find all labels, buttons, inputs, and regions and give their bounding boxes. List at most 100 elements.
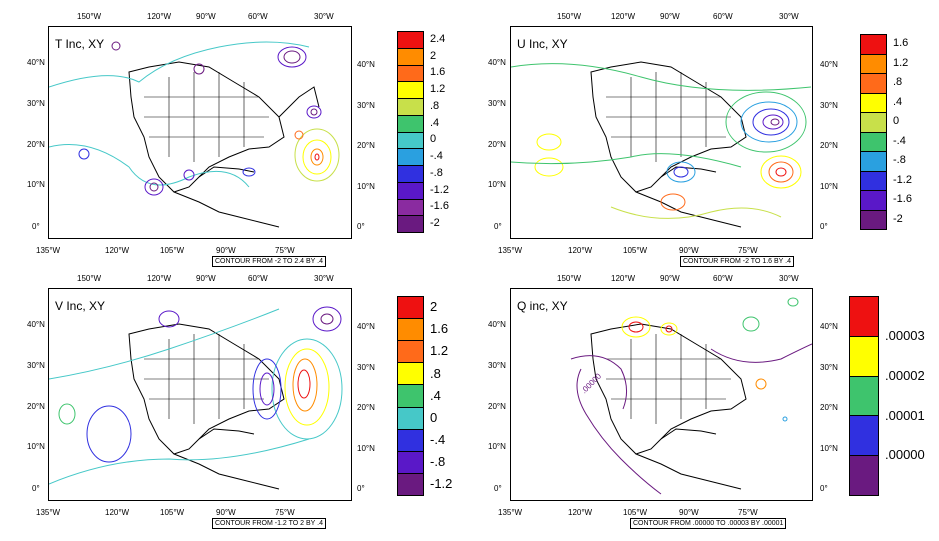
bottom-lon-label: 105°W bbox=[160, 246, 185, 255]
colorbar-label: -1.2 bbox=[893, 173, 912, 186]
lat-label: 30°N bbox=[488, 99, 506, 108]
colorbar-label: -.4 bbox=[430, 150, 443, 163]
colorbar-swatch bbox=[397, 181, 424, 200]
colorbar-swatch bbox=[397, 31, 424, 49]
top-lon-label: 150°W bbox=[77, 274, 102, 283]
panel-title: U Inc, XY bbox=[517, 37, 568, 51]
contour-note: CONTOUR FROM -1.2 TO 2 BY .4 bbox=[212, 518, 327, 529]
top-lon-label: 90°W bbox=[660, 12, 680, 21]
right-lat-label: 40°N bbox=[357, 322, 375, 331]
top-lon-label: 60°W bbox=[248, 12, 268, 21]
map-plot-q: Q inc, XY .00000 bbox=[510, 288, 813, 501]
colorbar-label: -.8 bbox=[430, 166, 443, 179]
right-lat-label: 30°N bbox=[357, 363, 375, 372]
lat-label: 10°N bbox=[488, 180, 506, 189]
colorbar-swatch bbox=[397, 215, 424, 233]
colorbar-swatch bbox=[860, 151, 887, 172]
colorbar-label: 2.4 bbox=[430, 32, 446, 45]
top-lon-label: 150°W bbox=[557, 274, 582, 283]
right-lat-label: 10°N bbox=[820, 182, 838, 191]
colorbar-swatch bbox=[397, 114, 424, 133]
top-lon-label: 90°W bbox=[196, 274, 216, 283]
colorbar-swatch bbox=[849, 455, 879, 496]
right-lat-label: 30°N bbox=[820, 363, 838, 372]
lat-label: 30°N bbox=[27, 99, 45, 108]
right-lat-label: 40°N bbox=[820, 322, 838, 331]
bottom-lon-label: 90°W bbox=[216, 508, 236, 517]
lat-label: 30°N bbox=[27, 361, 45, 370]
lat-label: 40°N bbox=[27, 58, 45, 67]
colorbar-swatch bbox=[397, 198, 424, 217]
top-lon-label: 120°W bbox=[147, 12, 172, 21]
colorbar-label: .8 bbox=[430, 365, 441, 381]
bottom-lon-label: 120°W bbox=[105, 246, 130, 255]
colorbar-label: .4 bbox=[430, 116, 440, 129]
top-lon-label: 30°W bbox=[779, 274, 799, 283]
colorbar-swatch bbox=[849, 415, 879, 457]
lat-label: 10°N bbox=[27, 180, 45, 189]
bottom-lon-label: 75°W bbox=[275, 246, 295, 255]
lat-label: 0° bbox=[32, 484, 40, 493]
colorbar-swatch bbox=[397, 362, 424, 386]
colorbar-label: .4 bbox=[893, 95, 903, 108]
colorbar-label: -.8 bbox=[893, 154, 906, 167]
lat-label: 10°N bbox=[488, 442, 506, 451]
right-lat-label: 20°N bbox=[357, 403, 375, 412]
colorbar-label: -.4 bbox=[430, 431, 446, 447]
colorbar-label: .00003 bbox=[885, 328, 925, 343]
colorbar: 2.4 2 1.6 1.2 .8 .4 0 -.4 -.8 -1.2 -1.6 -2 bbox=[397, 31, 449, 233]
colorbar-label: 0 bbox=[893, 115, 900, 128]
bottom-lon-label: 75°W bbox=[738, 246, 758, 255]
lat-label: 20°N bbox=[488, 402, 506, 411]
right-lat-label: 0° bbox=[357, 484, 365, 493]
colorbar-swatch bbox=[860, 131, 887, 152]
colorbar-swatch bbox=[860, 170, 887, 191]
lat-label: 0° bbox=[494, 484, 502, 493]
bottom-lon-label: 135°W bbox=[36, 246, 61, 255]
colorbar-swatch bbox=[397, 318, 424, 342]
colorbar-swatch bbox=[860, 92, 887, 113]
colorbar-swatch bbox=[860, 53, 887, 74]
right-lat-label: 10°N bbox=[357, 444, 375, 453]
map-plot-v: V Inc, XY bbox=[48, 288, 352, 501]
colorbar-label: -1.2 bbox=[430, 183, 449, 196]
colorbar-swatch bbox=[860, 209, 887, 230]
colorbar-swatch bbox=[849, 375, 879, 417]
bottom-lon-label: 120°W bbox=[105, 508, 130, 517]
colorbar-label: 0 bbox=[430, 133, 437, 146]
colorbar-label: -1.6 bbox=[893, 193, 912, 206]
colorbar-label: -2 bbox=[893, 212, 903, 225]
contour-note: CONTOUR FROM -2 TO 1.6 BY .4 bbox=[680, 256, 795, 267]
colorbar-swatch bbox=[397, 47, 424, 66]
right-lat-label: 0° bbox=[820, 222, 828, 231]
right-lat-label: 30°N bbox=[820, 101, 838, 110]
colorbar-label: 2 bbox=[430, 49, 437, 62]
top-lon-label: 120°W bbox=[611, 12, 636, 21]
panel-title: V Inc, XY bbox=[55, 299, 106, 313]
top-lon-label: 150°W bbox=[557, 12, 582, 21]
colorbar-label: .4 bbox=[430, 387, 441, 403]
colorbar-swatch bbox=[397, 384, 424, 408]
top-lon-label: 120°W bbox=[611, 274, 636, 283]
colorbar-swatch bbox=[397, 64, 424, 83]
lat-label: 40°N bbox=[27, 320, 45, 329]
colorbar-swatch bbox=[397, 296, 424, 320]
right-lat-label: 20°N bbox=[820, 403, 838, 412]
colorbar-label: -.8 bbox=[430, 454, 446, 470]
contour-map-v bbox=[49, 306, 343, 490]
bottom-lon-label: 105°W bbox=[623, 246, 648, 255]
map-plot-t: T Inc, XY bbox=[48, 26, 352, 239]
colorbar-swatch bbox=[397, 148, 424, 166]
top-lon-label: 60°W bbox=[248, 274, 268, 283]
colorbar-swatch bbox=[397, 131, 424, 150]
colorbar-swatch bbox=[397, 98, 424, 116]
lat-label: 0° bbox=[494, 222, 502, 231]
colorbar-label: 2 bbox=[430, 299, 438, 315]
colorbar-swatch bbox=[860, 34, 887, 55]
lat-label: 20°N bbox=[488, 140, 506, 149]
right-lat-label: 0° bbox=[820, 484, 828, 493]
colorbar: .00003 .00002 .00001 .00000 bbox=[849, 296, 925, 496]
colorbar-label: -2 bbox=[430, 217, 440, 230]
lat-label: 40°N bbox=[488, 320, 506, 329]
contour-note: CONTOUR FROM .00000 TO .00003 BY .00001 bbox=[630, 518, 787, 529]
